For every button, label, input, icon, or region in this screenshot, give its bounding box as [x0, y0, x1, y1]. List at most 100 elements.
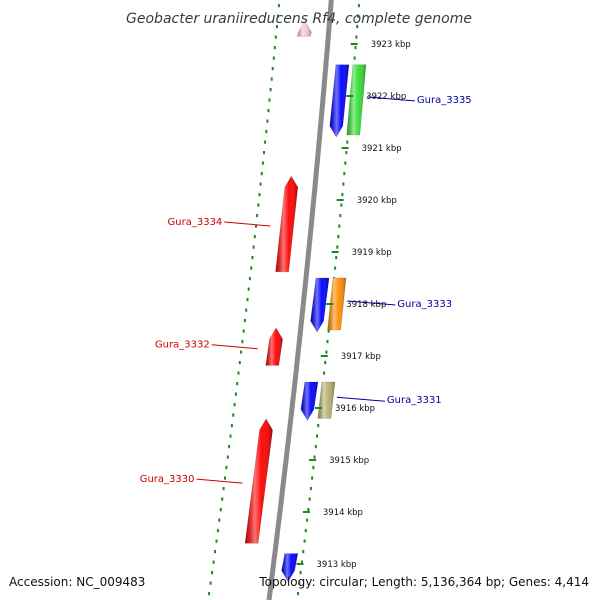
dot — [230, 424, 233, 428]
dot — [339, 214, 342, 218]
dot — [265, 130, 268, 134]
dot — [216, 529, 219, 533]
scale-tick-mark — [326, 303, 334, 305]
gene-label[interactable]: Gura_3330 — [140, 474, 195, 485]
dot — [312, 466, 315, 470]
feature-gene[interactable] — [296, 20, 312, 37]
dot — [245, 308, 248, 312]
dot — [345, 151, 348, 155]
dot — [237, 371, 240, 375]
dot — [252, 245, 255, 249]
feature-gene[interactable] — [300, 381, 319, 421]
dot — [308, 497, 311, 501]
dot — [261, 161, 264, 165]
label-leader — [336, 396, 385, 402]
gene-label[interactable]: Gura_3335 — [417, 95, 472, 106]
dot — [247, 287, 250, 291]
dot — [356, 25, 359, 29]
gura-3330-gene[interactable] — [244, 418, 273, 544]
dot — [268, 98, 271, 102]
dot — [299, 571, 302, 575]
feature-sheen — [275, 176, 298, 272]
dot — [269, 88, 272, 92]
scale-tick-mark — [309, 459, 317, 461]
dot — [306, 518, 309, 522]
gene-label[interactable]: Gura_3334 — [168, 217, 223, 228]
dot — [307, 508, 310, 512]
scale-tick-mark — [302, 511, 310, 513]
feature-sheen — [329, 64, 349, 137]
dot — [232, 413, 235, 417]
label-leader — [196, 478, 243, 484]
dot — [264, 140, 267, 144]
dot — [274, 35, 277, 39]
feature-gene[interactable] — [329, 64, 350, 138]
dot — [317, 424, 320, 428]
dot — [311, 476, 314, 480]
gene-label[interactable]: Gura_3333 — [397, 299, 452, 310]
dot — [259, 182, 262, 186]
label-leader — [211, 344, 258, 350]
dot — [336, 245, 339, 249]
dot — [211, 571, 214, 575]
scale-tick-label: 3923 kbp — [371, 40, 411, 50]
dot — [337, 235, 340, 239]
dot — [251, 256, 254, 260]
dot — [214, 550, 216, 554]
feature-sheen — [310, 278, 329, 332]
scale-tick-mark — [315, 407, 322, 409]
dot — [327, 329, 330, 333]
scale-tick-mark — [346, 95, 354, 97]
dot — [357, 4, 360, 8]
dot — [267, 109, 270, 113]
dot — [314, 445, 317, 449]
feature-sheen — [265, 328, 283, 366]
dot — [357, 14, 360, 18]
gura-3331-cds[interactable] — [317, 381, 336, 419]
dot — [233, 403, 236, 407]
scale-tick-mark — [320, 355, 328, 357]
dot — [309, 487, 312, 491]
label-leader — [366, 96, 415, 102]
scale-tick-label: 3916 kbp — [335, 404, 375, 414]
feature-gene[interactable] — [310, 277, 330, 333]
gura-3335-cds[interactable] — [346, 64, 367, 136]
dot — [304, 529, 307, 533]
dot — [298, 581, 301, 585]
scale-tick-mark — [341, 147, 349, 149]
dot — [324, 361, 327, 365]
dot — [326, 340, 329, 344]
dot — [209, 581, 212, 585]
feature-sheen — [245, 419, 273, 544]
genome-backbone — [266, 0, 334, 600]
dot — [340, 203, 343, 207]
dot — [238, 361, 241, 365]
map-title: Geobacter uraniireducens Rf4, complete g… — [126, 11, 472, 27]
dot — [208, 592, 211, 596]
feature-sheen — [300, 382, 318, 421]
gene-label[interactable]: Gura_3332 — [155, 340, 210, 351]
dot — [344, 161, 347, 165]
dot — [257, 203, 260, 207]
scale-tick-label: 3917 kbp — [341, 352, 381, 362]
gene-label[interactable]: Gura_3331 — [387, 395, 442, 406]
scale-tick-mark — [336, 199, 344, 201]
scale-tick-mark — [296, 563, 304, 565]
scale-tick-label: 3913 kbp — [317, 560, 357, 570]
dot — [224, 476, 226, 480]
dot — [253, 235, 256, 239]
dot — [302, 550, 305, 554]
feature-sheen — [281, 553, 298, 582]
dot — [273, 46, 276, 50]
feature-track — [244, 20, 367, 583]
gura-3334-gene[interactable] — [275, 175, 299, 273]
dot — [228, 445, 231, 449]
dot — [313, 455, 316, 459]
gura-3332-gene[interactable] — [265, 327, 283, 366]
dot — [266, 119, 269, 123]
scale-tick-mark — [331, 251, 339, 253]
gura-3333-cds[interactable] — [327, 277, 347, 331]
feature-gene[interactable] — [281, 553, 299, 583]
dot — [342, 182, 345, 186]
